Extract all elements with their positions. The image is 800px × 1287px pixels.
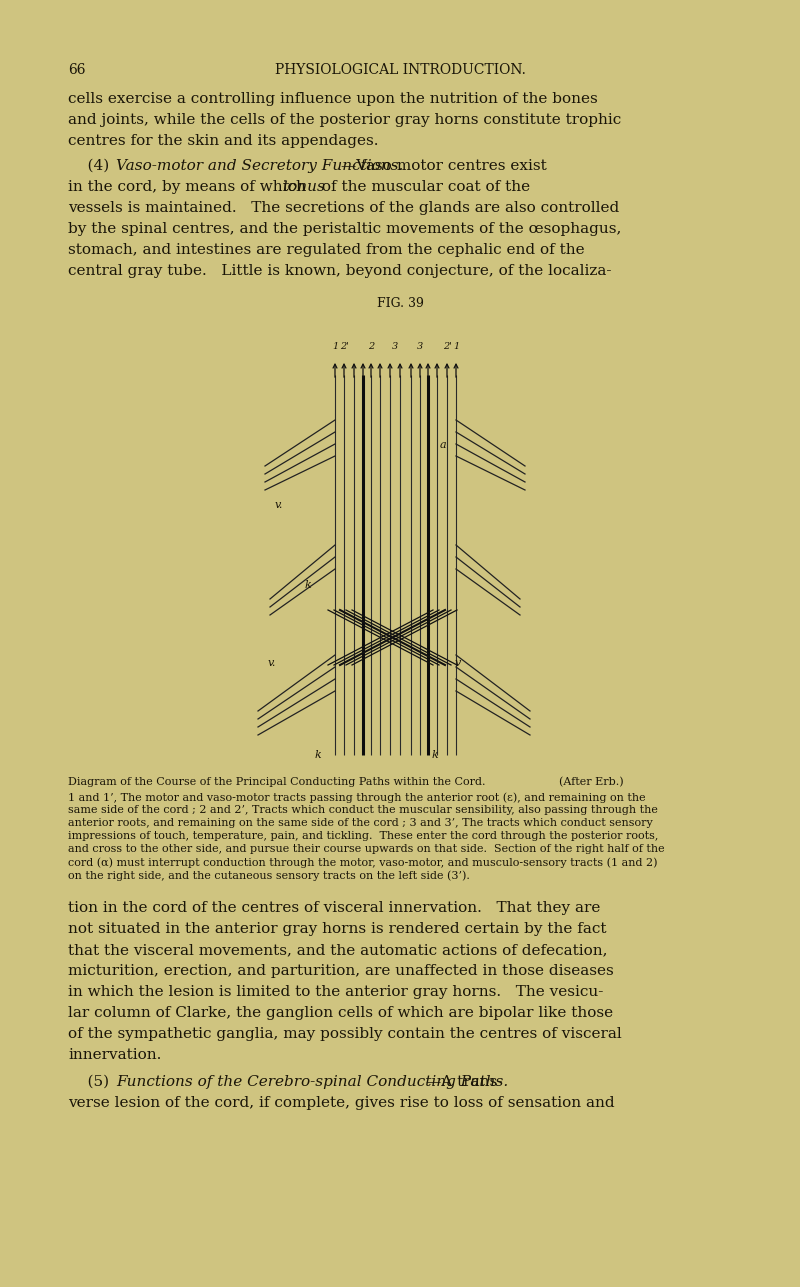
Text: anterior roots, and remaining on the same side of the cord ; 3 and 3’, The tract: anterior roots, and remaining on the sam… [68, 819, 653, 828]
Text: 3: 3 [417, 342, 423, 351]
Text: in the cord, by means of which: in the cord, by means of which [68, 180, 310, 194]
Text: innervation.: innervation. [68, 1048, 162, 1062]
Text: 3: 3 [392, 342, 398, 351]
Text: by the spinal centres, and the peristaltic movements of the œsophagus,: by the spinal centres, and the peristalt… [68, 221, 622, 236]
Text: —Vaso-motor centres exist: —Vaso-motor centres exist [341, 160, 546, 172]
Text: a: a [440, 440, 446, 450]
Text: k: k [305, 580, 312, 589]
Text: same side of the cord ; 2 and 2’, Tracts which conduct the muscular sensibility,: same side of the cord ; 2 and 2’, Tracts… [68, 804, 658, 815]
Text: v: v [455, 658, 462, 668]
Text: verse lesion of the cord, if complete, gives rise to loss of sensation and: verse lesion of the cord, if complete, g… [68, 1097, 614, 1109]
Text: stomach, and intestines are regulated from the cephalic end of the: stomach, and intestines are regulated fr… [68, 243, 585, 257]
Text: that the visceral movements, and the automatic actions of defecation,: that the visceral movements, and the aut… [68, 943, 607, 958]
Text: tion in the cord of the centres of visceral innervation.   That they are: tion in the cord of the centres of visce… [68, 901, 600, 915]
Text: of the muscular coat of the: of the muscular coat of the [317, 180, 530, 194]
Text: cord (α) must interrupt conduction through the motor, vaso-motor, and musculo-se: cord (α) must interrupt conduction throu… [68, 857, 658, 867]
Text: (4): (4) [68, 160, 119, 172]
Text: tonus: tonus [282, 180, 325, 194]
Text: 2': 2' [339, 342, 349, 351]
Text: and cross to the other side, and pursue their course upwards on that side.  Sect: and cross to the other side, and pursue … [68, 844, 665, 855]
Text: k: k [315, 750, 322, 761]
Text: central gray tube.   Little is known, beyond conjecture, of the localiza-: central gray tube. Little is known, beyo… [68, 264, 611, 278]
Text: —A trans-: —A trans- [426, 1075, 502, 1089]
Text: impressions of touch, temperature, pain, and tickling.  These enter the cord thr: impressions of touch, temperature, pain,… [68, 831, 658, 840]
Text: vessels is maintained.   The secretions of the glands are also controlled: vessels is maintained. The secretions of… [68, 201, 619, 215]
Text: 2: 2 [368, 342, 374, 351]
Text: FIG. 39: FIG. 39 [377, 297, 423, 310]
Text: 1 and 1’, The motor and vaso-motor tracts passing through the anterior root (ε),: 1 and 1’, The motor and vaso-motor tract… [68, 792, 646, 803]
Text: v.: v. [275, 501, 283, 510]
Text: (After Erb.): (After Erb.) [552, 777, 624, 788]
Text: v.: v. [268, 658, 276, 668]
Text: Diagram of the Course of the Principal Conducting Paths within the Cord.: Diagram of the Course of the Principal C… [68, 777, 486, 786]
Text: 1: 1 [453, 342, 459, 351]
Text: Functions of the Cerebro-spinal Conducting Paths.: Functions of the Cerebro-spinal Conducti… [116, 1075, 508, 1089]
Text: k: k [432, 750, 438, 761]
Text: and joints, while the cells of the posterior gray horns constitute trophic: and joints, while the cells of the poste… [68, 113, 622, 127]
Text: 66: 66 [68, 63, 86, 77]
Text: not situated in the anterior gray horns is rendered certain by the fact: not situated in the anterior gray horns … [68, 921, 606, 936]
Text: on the right side, and the cutaneous sensory tracts on the left side (3’).: on the right side, and the cutaneous sen… [68, 870, 470, 880]
Text: 1: 1 [332, 342, 338, 351]
Text: in which the lesion is limited to the anterior gray horns.   The vesicu-: in which the lesion is limited to the an… [68, 985, 603, 999]
Text: Vaso-motor and Secretory Functions.: Vaso-motor and Secretory Functions. [116, 160, 403, 172]
Text: centres for the skin and its appendages.: centres for the skin and its appendages. [68, 134, 378, 148]
Text: lar column of Clarke, the ganglion cells of which are bipolar like those: lar column of Clarke, the ganglion cells… [68, 1006, 613, 1021]
Text: cells exercise a controlling influence upon the nutrition of the bones: cells exercise a controlling influence u… [68, 91, 598, 106]
Text: PHYSIOLOGICAL INTRODUCTION.: PHYSIOLOGICAL INTRODUCTION. [274, 63, 526, 77]
Text: of the sympathetic ganglia, may possibly contain the centres of visceral: of the sympathetic ganglia, may possibly… [68, 1027, 622, 1041]
Text: 2': 2' [442, 342, 451, 351]
Text: (5): (5) [68, 1075, 119, 1089]
Text: micturition, erection, and parturition, are unaffected in those diseases: micturition, erection, and parturition, … [68, 964, 614, 978]
